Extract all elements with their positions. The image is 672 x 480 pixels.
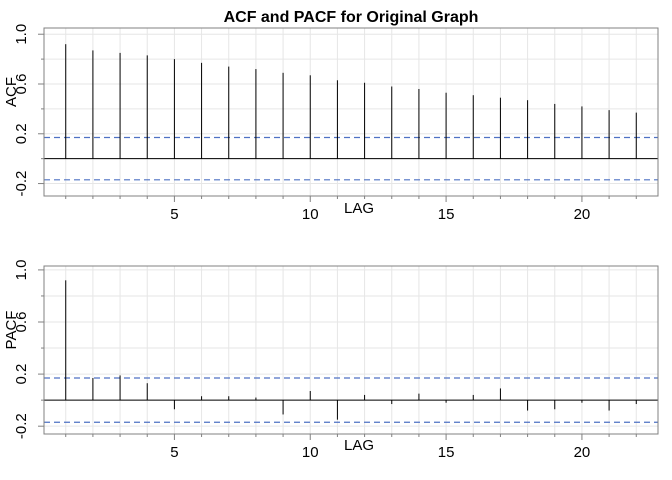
- x-tick-label: 10: [302, 206, 319, 223]
- y-tick-label: -0.2: [13, 171, 30, 197]
- y-axis-label: PACF: [3, 311, 20, 350]
- figure-title: ACF and PACF for Original Graph: [224, 9, 479, 26]
- x-tick-label: 20: [574, 206, 591, 223]
- x-tick-label: 15: [438, 444, 455, 461]
- y-tick-label: 0.6: [13, 74, 30, 95]
- plot-frame: [43, 27, 659, 197]
- y-tick-label: 0.6: [13, 312, 30, 333]
- x-tick-label: 5: [170, 206, 178, 223]
- x-tick-label: 5: [170, 444, 178, 461]
- x-tick-label: 15: [438, 206, 455, 223]
- y-tick-label: 1.0: [13, 259, 30, 280]
- y-tick-label: 0.2: [13, 123, 30, 144]
- plot-frame: [43, 265, 659, 435]
- acf-panel: -0.2 0.2 0.6 1.0 5 10 15 20 LAG ACF: [3, 24, 659, 223]
- y-tick-label: 0.2: [13, 364, 30, 385]
- x-tick-label: 20: [574, 444, 591, 461]
- x-tick-label: 10: [302, 444, 319, 461]
- y-tick-label: -0.2: [13, 413, 30, 439]
- pacf-panel: -0.2 0.2 0.6 1.0 5 10 15 20 LAG PACF: [3, 259, 659, 461]
- x-axis-label: LAG: [344, 437, 374, 454]
- y-tick-label: 1.0: [13, 24, 30, 45]
- x-axis-label: LAG: [344, 200, 374, 217]
- y-axis-label: ACF: [3, 77, 20, 107]
